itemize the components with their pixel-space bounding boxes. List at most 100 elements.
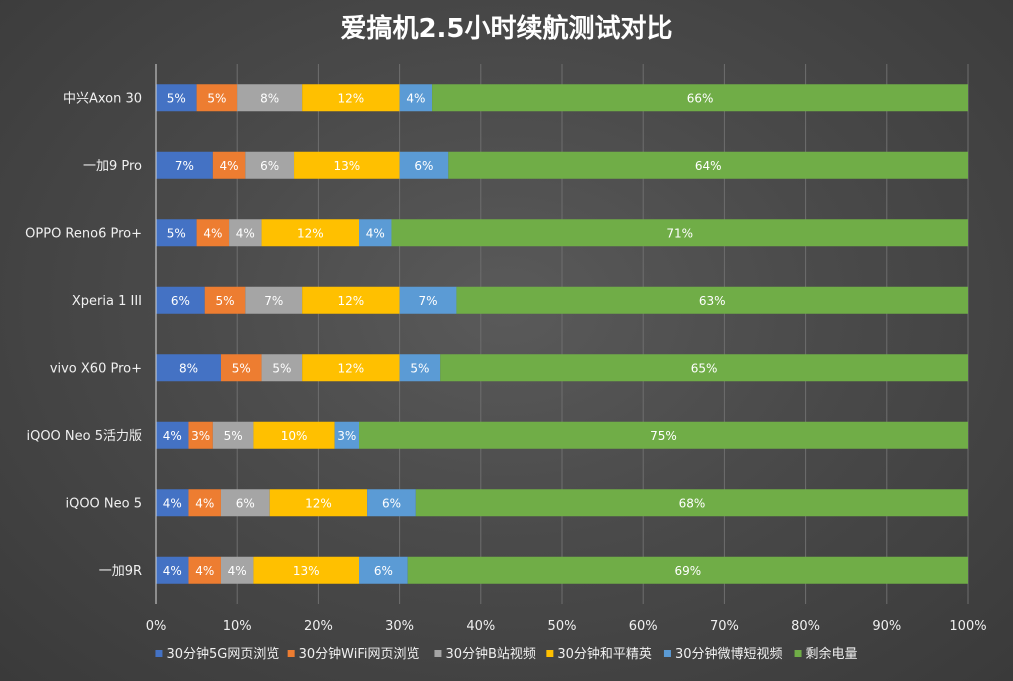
bar-segment: [212, 151, 246, 179]
data-label: 63%: [699, 294, 726, 308]
data-label: 75%: [650, 429, 677, 443]
bar-segment: [440, 354, 968, 382]
data-label: 65%: [691, 361, 718, 375]
legend-label: 30分钟微博短视频: [675, 646, 783, 662]
legend-swatch: [155, 650, 163, 657]
legend-swatch: [546, 650, 554, 657]
legend-swatch: [287, 650, 295, 657]
data-label: 12%: [338, 294, 365, 308]
data-label: 12%: [338, 91, 365, 105]
data-label: 13%: [333, 159, 360, 173]
bar-segment: [302, 354, 400, 382]
bar-segment: [367, 489, 416, 517]
bar-segment: [245, 151, 295, 179]
data-label: 5%: [410, 361, 429, 375]
bar-segment: [156, 219, 197, 247]
x-tick-label: 90%: [872, 619, 901, 634]
bar-segment: [156, 84, 197, 112]
bar-segment: [253, 556, 359, 584]
bar-segment: [456, 286, 968, 314]
category-label: 中兴Axon 30: [63, 91, 142, 106]
legend-label: 30分钟5G网页浏览: [166, 646, 279, 662]
bar-segment: [156, 421, 189, 449]
data-label: 4%: [195, 564, 214, 578]
category-label: vivo X60 Pro+: [50, 361, 142, 376]
bar-segment: [156, 556, 189, 584]
bar-segment: [415, 489, 969, 517]
bar-segment: [196, 84, 238, 112]
bar-segment: [391, 219, 969, 247]
bar-segment: [253, 421, 335, 449]
bar-segment: [229, 219, 262, 247]
data-label: 5%: [167, 226, 186, 240]
data-label: 4%: [203, 226, 222, 240]
bar-segment: [432, 84, 969, 112]
data-label: 4%: [220, 159, 239, 173]
x-tick-label: 40%: [466, 619, 495, 634]
data-label: 5%: [167, 91, 186, 105]
data-label: 5%: [224, 429, 243, 443]
bar-segment: [204, 286, 246, 314]
data-label: 3%: [191, 429, 210, 443]
data-label: 64%: [695, 159, 722, 173]
data-label: 68%: [679, 496, 706, 510]
data-label: 6%: [236, 496, 255, 510]
x-tick-label: 30%: [385, 619, 414, 634]
bar-segment: [261, 354, 303, 382]
bar-segment: [220, 556, 254, 584]
data-label: 71%: [666, 226, 693, 240]
data-label: 4%: [163, 496, 182, 510]
data-label: 6%: [260, 159, 279, 173]
data-label: 10%: [281, 429, 308, 443]
bar-segment: [261, 219, 359, 247]
bar-segment: [359, 219, 392, 247]
bar-segment: [220, 489, 270, 517]
category-label: iQOO Neo 5: [65, 496, 142, 511]
data-label: 69%: [675, 564, 702, 578]
data-label: 12%: [305, 496, 332, 510]
x-tick-label: 80%: [791, 619, 820, 634]
data-label: 8%: [179, 361, 198, 375]
category-label: 一加9 Pro: [83, 159, 142, 174]
bar-segment: [399, 84, 433, 112]
x-tick-label: 50%: [548, 619, 577, 634]
data-label: 12%: [297, 226, 324, 240]
x-tick-label: 20%: [304, 619, 333, 634]
data-label: 4%: [163, 429, 182, 443]
category-label: iQOO Neo 5活力版: [26, 429, 142, 444]
bar-segment: [156, 151, 213, 179]
data-label: 6%: [382, 496, 401, 510]
legend-swatch: [794, 650, 802, 657]
bar-segment: [212, 421, 254, 449]
data-label: 5%: [207, 91, 226, 105]
bar-segment: [359, 556, 408, 584]
legend-label: 剩余电量: [806, 646, 858, 662]
x-tick-label: 0%: [146, 619, 167, 634]
data-label: 8%: [260, 91, 279, 105]
data-label: 7%: [175, 159, 194, 173]
gridlines: [155, 64, 969, 604]
legend-swatch: [434, 650, 442, 657]
category-label: OPPO Reno6 Pro+: [25, 226, 142, 241]
bar-segment: [399, 354, 441, 382]
bar-segment: [294, 151, 400, 179]
bar-segment: [269, 489, 368, 517]
bar-segment: [448, 151, 968, 179]
data-label: 66%: [687, 91, 714, 105]
bar-segment: [196, 219, 230, 247]
data-label: 12%: [338, 361, 365, 375]
bar-segment: [237, 84, 303, 112]
data-label: 4%: [228, 564, 247, 578]
data-label: 4%: [366, 226, 385, 240]
data-label: 7%: [418, 294, 437, 308]
legend: 30分钟5G网页浏览 30分钟WiFi网页浏览 30分钟B站视频 30分钟和平精英 30…: [155, 646, 858, 662]
bar-segment: [302, 84, 400, 112]
bar-segment: [334, 421, 359, 449]
category-label: 一加9R: [99, 564, 142, 579]
bar-segment: [220, 354, 262, 382]
legend-swatch: [663, 650, 671, 657]
bar-segment: [407, 556, 969, 584]
bar-segment: [359, 421, 968, 449]
data-label: 3%: [337, 429, 356, 443]
bar-segment: [156, 286, 205, 314]
